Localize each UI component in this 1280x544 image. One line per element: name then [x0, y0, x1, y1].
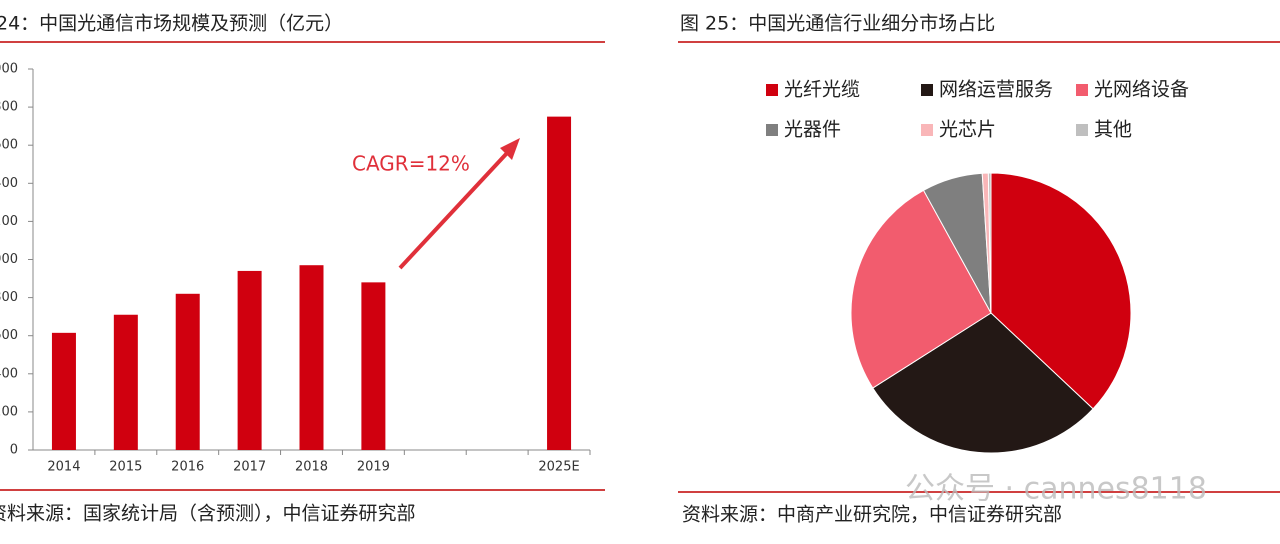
legend-label: 光纤光缆 — [784, 79, 860, 101]
legend-label: 光芯片 — [939, 119, 996, 141]
legend-swatch — [766, 84, 778, 96]
pie-slice — [990, 172, 1132, 410]
legend-swatch — [766, 124, 778, 136]
pie-slice — [850, 189, 992, 389]
bar — [175, 293, 200, 450]
cagr-arrow — [398, 150, 510, 270]
bar-title: 24：中国光通信市场规模及预测（亿元） — [0, 13, 343, 35]
bar — [237, 270, 262, 450]
y-tick-label: 200 — [0, 404, 18, 419]
x-tick-label: 2016 — [171, 460, 204, 475]
bar — [113, 314, 138, 450]
cagr-annotation: CAGR=12% — [352, 152, 470, 176]
legend-label: 光器件 — [784, 119, 841, 141]
y-tick-label: 000 — [0, 252, 18, 267]
legend-swatch — [921, 84, 933, 96]
y-tick-label: 000 — [0, 62, 18, 77]
watermark: 公众号 · cannes8118 — [905, 472, 1207, 507]
legend-swatch — [1076, 124, 1088, 136]
bar-source: 资料来源：国家统计局（含预测），中信证券研究部 — [0, 503, 416, 525]
pie-slice — [987, 172, 992, 314]
y-tick-label: 800 — [0, 100, 18, 115]
legend-swatch — [921, 124, 933, 136]
y-tick-label: 400 — [0, 176, 18, 191]
legend-label: 其他 — [1094, 119, 1132, 141]
y-tick-label: 400 — [0, 366, 18, 381]
x-tick-label: 2025E — [538, 460, 579, 475]
y-tick-label: 200 — [0, 214, 18, 229]
bar — [299, 265, 324, 450]
y-tick-label: 0 — [10, 443, 18, 458]
y-tick-label: 600 — [0, 328, 18, 343]
x-tick-label: 2017 — [233, 460, 266, 475]
legend-label: 光网络设备 — [1094, 79, 1189, 101]
bar — [361, 282, 386, 450]
bar — [51, 332, 76, 450]
pie-source: 资料来源：中商产业研究院，中信证券研究部 — [682, 504, 1062, 526]
x-tick-label: 2014 — [47, 460, 80, 475]
pie-slice — [872, 312, 1094, 454]
pie-title: 图 25：中国光通信行业细分市场占比 — [680, 13, 995, 35]
x-tick-label: 2018 — [295, 460, 328, 475]
bar — [547, 116, 572, 450]
x-tick-label: 2015 — [109, 460, 142, 475]
y-tick-label: 800 — [0, 290, 18, 305]
legend-swatch — [1076, 84, 1088, 96]
legend-label: 网络运营服务 — [939, 79, 1053, 101]
y-tick-label: 600 — [0, 138, 18, 153]
cagr-arrowhead — [500, 138, 520, 160]
x-tick-label: 2019 — [357, 460, 390, 475]
